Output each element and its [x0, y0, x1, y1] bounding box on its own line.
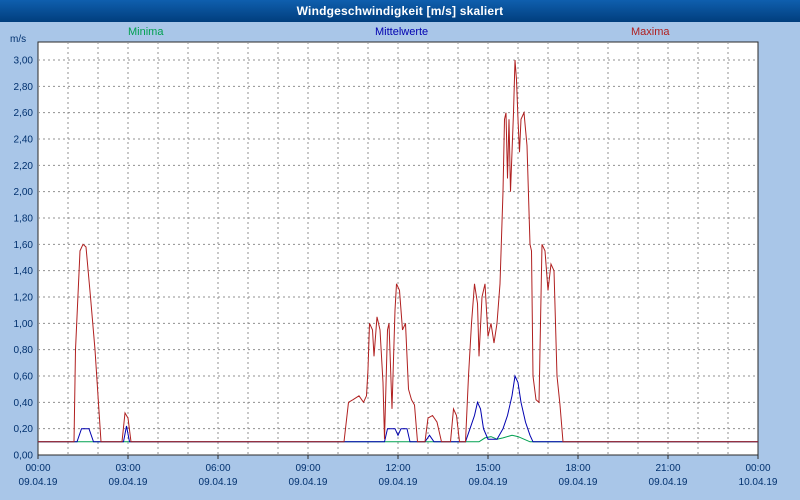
- window-title: Windgeschwindigkeit [m/s] skaliert: [296, 4, 504, 18]
- svg-text:0,40: 0,40: [14, 398, 34, 409]
- svg-text:09.04.19: 09.04.19: [469, 477, 508, 488]
- svg-text:1,80: 1,80: [14, 214, 34, 225]
- svg-text:0,20: 0,20: [14, 424, 34, 435]
- svg-text:06:00: 06:00: [205, 463, 230, 474]
- svg-text:09.04.19: 09.04.19: [649, 477, 688, 488]
- svg-text:18:00: 18:00: [565, 463, 590, 474]
- svg-text:09.04.19: 09.04.19: [379, 477, 418, 488]
- title-bar: Windgeschwindigkeit [m/s] skaliert: [0, 0, 800, 22]
- svg-text:03:00: 03:00: [115, 463, 140, 474]
- svg-text:1,00: 1,00: [14, 319, 34, 330]
- y-axis-unit-label: m/s: [10, 34, 27, 45]
- svg-text:2,20: 2,20: [14, 161, 34, 172]
- svg-text:00:00: 00:00: [25, 463, 50, 474]
- svg-text:1,20: 1,20: [14, 293, 34, 304]
- svg-text:12:00: 12:00: [385, 463, 410, 474]
- svg-text:21:00: 21:00: [655, 463, 680, 474]
- legend-minima: Minima: [128, 26, 164, 38]
- svg-text:3,00: 3,00: [14, 56, 34, 67]
- svg-text:0,80: 0,80: [14, 345, 34, 356]
- svg-text:09.04.19: 09.04.19: [559, 477, 598, 488]
- svg-text:09.04.19: 09.04.19: [19, 477, 58, 488]
- svg-text:10.04.19: 10.04.19: [739, 477, 778, 488]
- legend-maxima: Maxima: [631, 26, 670, 38]
- svg-text:0,60: 0,60: [14, 372, 34, 383]
- svg-text:2,60: 2,60: [14, 108, 34, 119]
- svg-text:09:00: 09:00: [295, 463, 320, 474]
- svg-text:09.04.19: 09.04.19: [199, 477, 238, 488]
- svg-text:1,60: 1,60: [14, 240, 34, 251]
- svg-text:2,40: 2,40: [14, 135, 34, 146]
- svg-text:1,40: 1,40: [14, 266, 34, 277]
- legend-mittelwerte: Mittelwerte: [375, 26, 429, 38]
- svg-text:09.04.19: 09.04.19: [289, 477, 328, 488]
- svg-text:2,00: 2,00: [14, 187, 34, 198]
- svg-text:15:00: 15:00: [475, 463, 500, 474]
- svg-text:00:00: 00:00: [745, 463, 770, 474]
- svg-text:0,00: 0,00: [14, 451, 34, 462]
- svg-text:09.04.19: 09.04.19: [109, 477, 148, 488]
- svg-text:2,80: 2,80: [14, 82, 34, 93]
